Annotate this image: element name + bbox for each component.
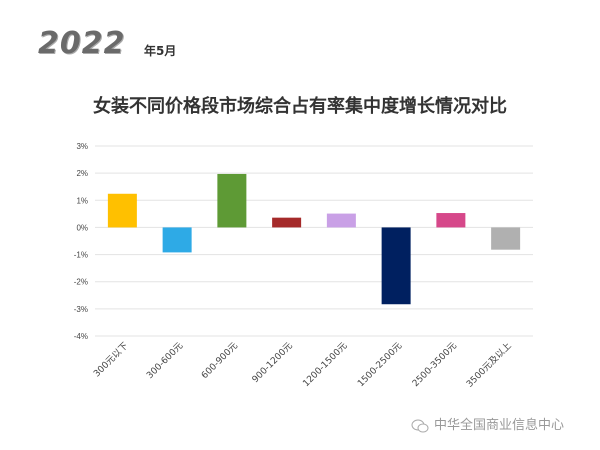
bar-6 bbox=[381, 227, 411, 305]
bar-3 bbox=[217, 173, 247, 228]
x-tick-label: 300-600元 bbox=[145, 341, 185, 381]
y-tick-label: 1% bbox=[76, 196, 88, 205]
bar-1 bbox=[107, 193, 137, 228]
x-tick-label: 1200-1500元 bbox=[301, 341, 349, 389]
x-tick-label: 300元以下 bbox=[92, 341, 130, 379]
x-tick-label: 600-900元 bbox=[200, 341, 240, 381]
y-tick-label: 3% bbox=[76, 142, 88, 151]
watermark-text: 中华全国商业信息中心 bbox=[434, 418, 565, 433]
bar-7 bbox=[436, 213, 466, 228]
month-heading: 年5月 bbox=[144, 44, 177, 58]
y-tick-label: -4% bbox=[74, 332, 88, 341]
y-tick-label: -2% bbox=[74, 278, 88, 287]
y-tick-label: 0% bbox=[76, 223, 88, 232]
y-tick-label: -3% bbox=[74, 305, 88, 314]
bar-8 bbox=[491, 227, 521, 250]
y-tick-label: 2% bbox=[76, 169, 88, 178]
x-tick-label: 3500元及以上 bbox=[464, 340, 513, 389]
x-tick-label: 1500-2500元 bbox=[356, 341, 404, 389]
bar-5 bbox=[326, 213, 356, 228]
bar-2 bbox=[162, 227, 192, 253]
watermark: 中华全国商业信息中心 bbox=[410, 414, 564, 434]
chart-title: 女装不同价格段市场综合占有率集中度增长情况对比 bbox=[93, 96, 507, 117]
x-tick-label: 2500-3500元 bbox=[411, 341, 459, 389]
wechat-icon bbox=[411, 419, 429, 432]
bar-4 bbox=[272, 217, 302, 228]
year-heading: 2022 bbox=[38, 26, 126, 61]
y-tick-label: -1% bbox=[74, 251, 88, 260]
x-tick-label: 900-1200元 bbox=[251, 341, 295, 385]
